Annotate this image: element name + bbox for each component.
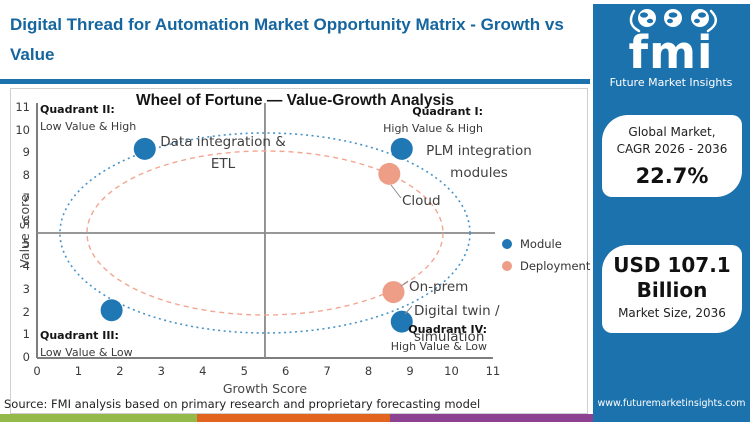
x-tick: 0 — [33, 364, 41, 378]
footer-strip-purple — [390, 414, 593, 422]
x-tick: 2 — [116, 364, 124, 378]
header-underline — [0, 79, 590, 84]
x-tick: 7 — [323, 364, 331, 378]
quadrant-desc: Low Value & High — [40, 120, 137, 133]
legend-label: Module — [520, 237, 562, 251]
x-tick: 5 — [240, 364, 248, 378]
globe-icon — [638, 9, 656, 27]
y-tick: 11 — [15, 99, 30, 114]
quadrant-name: Quadrant III: — [40, 329, 119, 342]
market-size-card: USD 107.1 Billion Market Size, 2036 — [602, 245, 742, 333]
quadrant-desc: Low Value & Low — [40, 346, 133, 359]
globe-icon — [664, 9, 682, 27]
y-tick: 10 — [15, 122, 30, 137]
legend-dot-icon — [502, 261, 512, 271]
footer-strip-green — [0, 414, 197, 422]
x-tick: 6 — [282, 364, 290, 378]
fmi-logo: fmi Future Market Insights — [601, 6, 741, 89]
y-tick: 4 — [22, 259, 30, 274]
x-tick: 3 — [157, 364, 165, 378]
point-label: On-prem — [409, 279, 469, 295]
quadrant-name: Quadrant II: — [40, 103, 115, 116]
chart-title: Wheel of Fortune — Value-Growth Analysis — [135, 92, 455, 109]
x-axis-label: Growth Score — [222, 381, 308, 396]
sidebar: fmi Future Market Insights Global Market… — [593, 4, 750, 422]
footer-strip-orange — [197, 414, 390, 422]
y-tick: 7 — [22, 190, 30, 205]
swoosh-icon — [706, 9, 717, 33]
y-tick: 6 — [22, 213, 30, 228]
point-label: Data integration & ETL — [160, 134, 286, 172]
x-tick: 10 — [444, 364, 459, 378]
y-tick: 0 — [22, 350, 30, 364]
x-tick: 4 — [199, 364, 207, 378]
swoosh-icon — [629, 9, 641, 33]
legend: Module Deployment — [502, 233, 590, 277]
point-label: Cloud — [402, 193, 441, 209]
legend-label: Deployment — [520, 259, 591, 273]
quadrant-desc: High Value & Low — [390, 340, 487, 353]
legend-item: Module — [502, 233, 590, 255]
x-tick: 8 — [364, 364, 373, 378]
quadrant-desc: High Value & High — [383, 122, 483, 135]
y-tick: 1 — [22, 327, 30, 342]
y-tick: 2 — [22, 304, 30, 319]
page-title: Digital Thread for Automation Market Opp… — [10, 15, 564, 64]
globe-icons — [629, 9, 717, 33]
quadrant-name: Quadrant IV: — [408, 323, 487, 336]
x-tick: 9 — [406, 364, 414, 378]
point-label: PLM integration modules — [426, 143, 532, 181]
point-label: Digital twin / simulation — [414, 303, 500, 345]
x-tick: 1 — [74, 364, 83, 378]
cagr-card-line2: CAGR 2026 - 2036 — [616, 142, 728, 156]
legend-dot-icon — [502, 239, 512, 249]
y-tick: 8 — [22, 168, 30, 183]
y-tick: 9 — [22, 145, 30, 160]
y-tick: 3 — [22, 281, 30, 296]
quadrant-name: Quadrant I: — [412, 105, 483, 118]
x-tick: 11 — [485, 364, 501, 378]
market-size-value-line2: Billion — [636, 278, 708, 302]
brand-text: fmi — [628, 26, 714, 79]
cagr-value: 22.7% — [635, 164, 709, 188]
source-text: Source: FMI analysis based on primary re… — [4, 397, 481, 411]
y-axis-label: Value Score — [17, 194, 32, 268]
cagr-card: Global Market, CAGR 2026 - 2036 22.7% — [602, 115, 742, 197]
website-url: www.futuremarketinsights.com — [597, 398, 746, 409]
market-size-value-line1: USD 107.1 — [613, 253, 731, 277]
logo-subtitle: Future Market Insights — [609, 76, 733, 89]
market-size-caption: Market Size, 2036 — [618, 306, 726, 320]
legend-item: Deployment — [502, 255, 590, 277]
y-tick: 5 — [22, 236, 30, 251]
cagr-card-line1: Global Market, — [628, 125, 716, 139]
globe-icon — [691, 9, 709, 27]
